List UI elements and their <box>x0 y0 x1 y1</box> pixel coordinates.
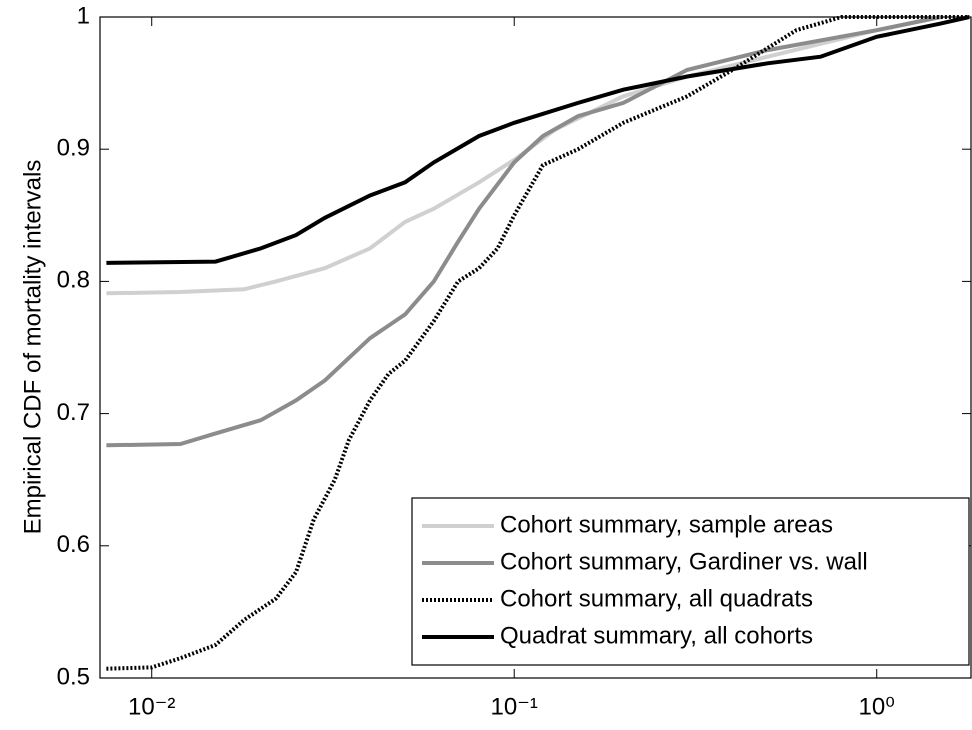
legend-label: Quadrat summary, all cohorts <box>500 622 813 649</box>
legend-box <box>411 497 970 666</box>
legend-label: Cohort summary, all quadrats <box>500 585 813 612</box>
x-tick-label: 10⁻² <box>128 693 175 720</box>
series-line <box>106 15 942 448</box>
series-line <box>106 15 942 296</box>
series-line <box>106 15 970 265</box>
series-line <box>106 15 970 671</box>
x-tick-label: 10⁰ <box>859 693 895 720</box>
legend-label: Cohort summary, Gardiner vs. wall <box>500 548 868 575</box>
y-tick-label: 0.9 <box>57 135 90 162</box>
x-tick-label: 10⁻¹ <box>491 693 538 720</box>
y-tick-label: 0.6 <box>57 531 90 558</box>
y-tick-label: 0.7 <box>57 399 90 426</box>
legend-label: Cohort summary, sample areas <box>500 511 833 538</box>
y-axis-label: Empirical CDF of mortality intervals <box>19 160 46 535</box>
y-tick-label: 0.8 <box>57 267 90 294</box>
y-tick-label: 0.5 <box>57 663 90 690</box>
plot-frame <box>99 16 972 679</box>
y-tick-label: 1 <box>77 2 90 29</box>
